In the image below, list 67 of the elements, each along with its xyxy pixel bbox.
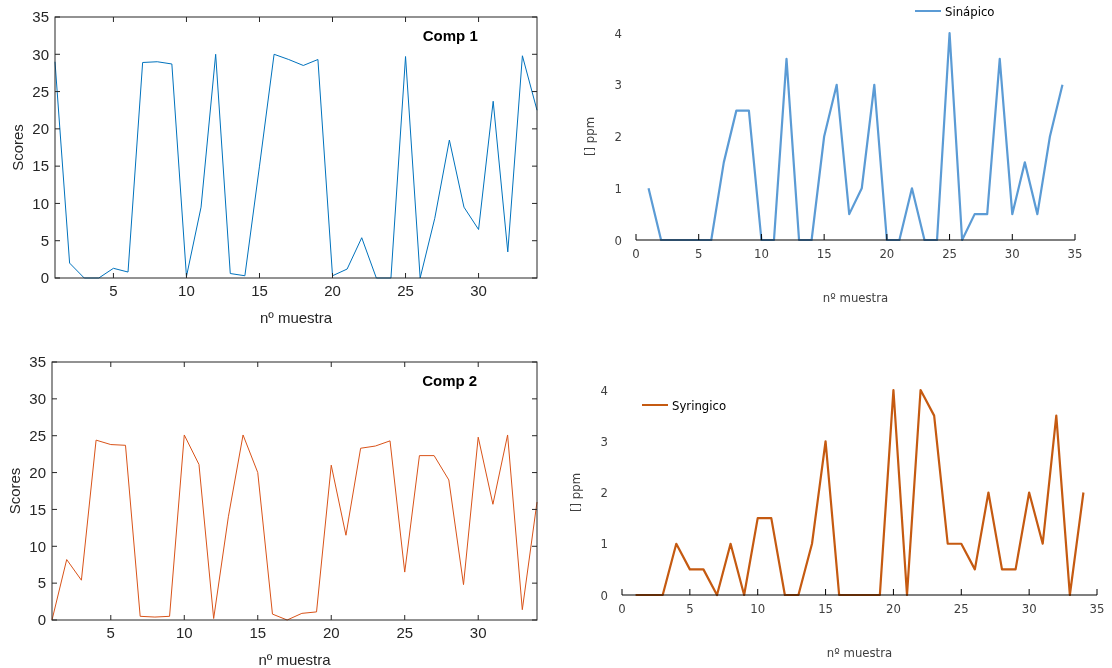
x-tick-label: 30 [470,282,487,299]
x-tick-label: 10 [175,624,193,641]
y-tick-label: 5 [37,574,46,592]
x-axis-title: nº muestra [258,651,332,668]
x-tick-label: 5 [686,601,694,616]
y-tick-label: 25 [29,426,46,444]
y-tick-label: 10 [32,194,49,212]
y-tick-label: 2 [600,485,608,501]
text: Comp 1 [422,27,478,44]
y-axis-title: Scores [9,124,26,171]
x-tick-label: 20 [885,601,901,616]
x-tick-label: 15 [251,282,268,299]
y-tick-label: 30 [32,45,49,63]
x-tick-label: 5 [106,624,115,641]
x-axis-title: nº muestra [259,309,333,326]
x-tick-label: 35 [1067,246,1083,261]
y-tick-label: 3 [600,433,608,449]
y-tick-label: 4 [614,25,622,41]
line-series [54,53,538,279]
x-tick-label: 10 [178,282,195,299]
y-tick-label: 35 [32,8,49,26]
x-tick-label: 0 [632,246,640,261]
y-axis-title: [] ppm [568,472,583,513]
x-tick-label: 15 [816,246,832,261]
x-tick-label: 20 [879,246,895,261]
x-tick-label: 30 [469,624,487,641]
y-tick-label: 0 [600,587,608,603]
x-tick-label: 15 [249,624,267,641]
x-tick-label: 5 [694,246,703,261]
y-tick-label: 1 [600,536,608,552]
x-tick-label: 10 [753,246,769,261]
x-tick-label: 20 [324,282,341,299]
y-axis-title: Scores [6,467,23,515]
x-tick-label: 25 [396,624,414,641]
x-axis-title: nº muestra [822,290,889,305]
x-tick-label: 10 [750,601,766,616]
y-tick-label: 20 [29,463,46,481]
y-tick-label: 2 [614,129,622,145]
y-tick-label: 20 [32,120,49,138]
x-tick-label: 35 [1089,601,1105,616]
y-tick-label: 15 [32,157,49,175]
x-tick-label: 30 [1021,601,1037,616]
y-tick-label: 15 [29,500,46,518]
x-tick-label: 5 [109,282,118,299]
legend-label: Sinápico [945,3,995,19]
y-tick-label: 5 [40,231,49,249]
x-tick-label: 25 [953,601,969,616]
legend-label: Syringico [672,397,727,413]
y-tick-label: 30 [29,390,46,408]
y-tick-label: 3 [614,77,622,93]
y-tick-label: 1 [614,180,622,196]
y-tick-label: 10 [29,537,46,555]
x-tick-label: 25 [397,282,414,299]
y-tick-label: 25 [32,82,49,100]
x-tick-label: 30 [1004,246,1020,261]
y-tick-label: 0 [614,232,622,248]
x-tick-label: 15 [818,601,834,616]
y-tick-label: 4 [600,382,608,398]
x-tick-label: 25 [942,246,958,261]
x-tick-label: 20 [322,624,340,641]
y-axis-title: [] ppm [582,116,597,157]
text: Comp 2 [422,372,478,389]
x-axis-title: nº muestra [826,645,893,660]
line-series [51,434,538,621]
line-series [647,31,1064,242]
y-tick-label: 35 [29,353,46,371]
y-tick-label: 0 [40,269,49,287]
